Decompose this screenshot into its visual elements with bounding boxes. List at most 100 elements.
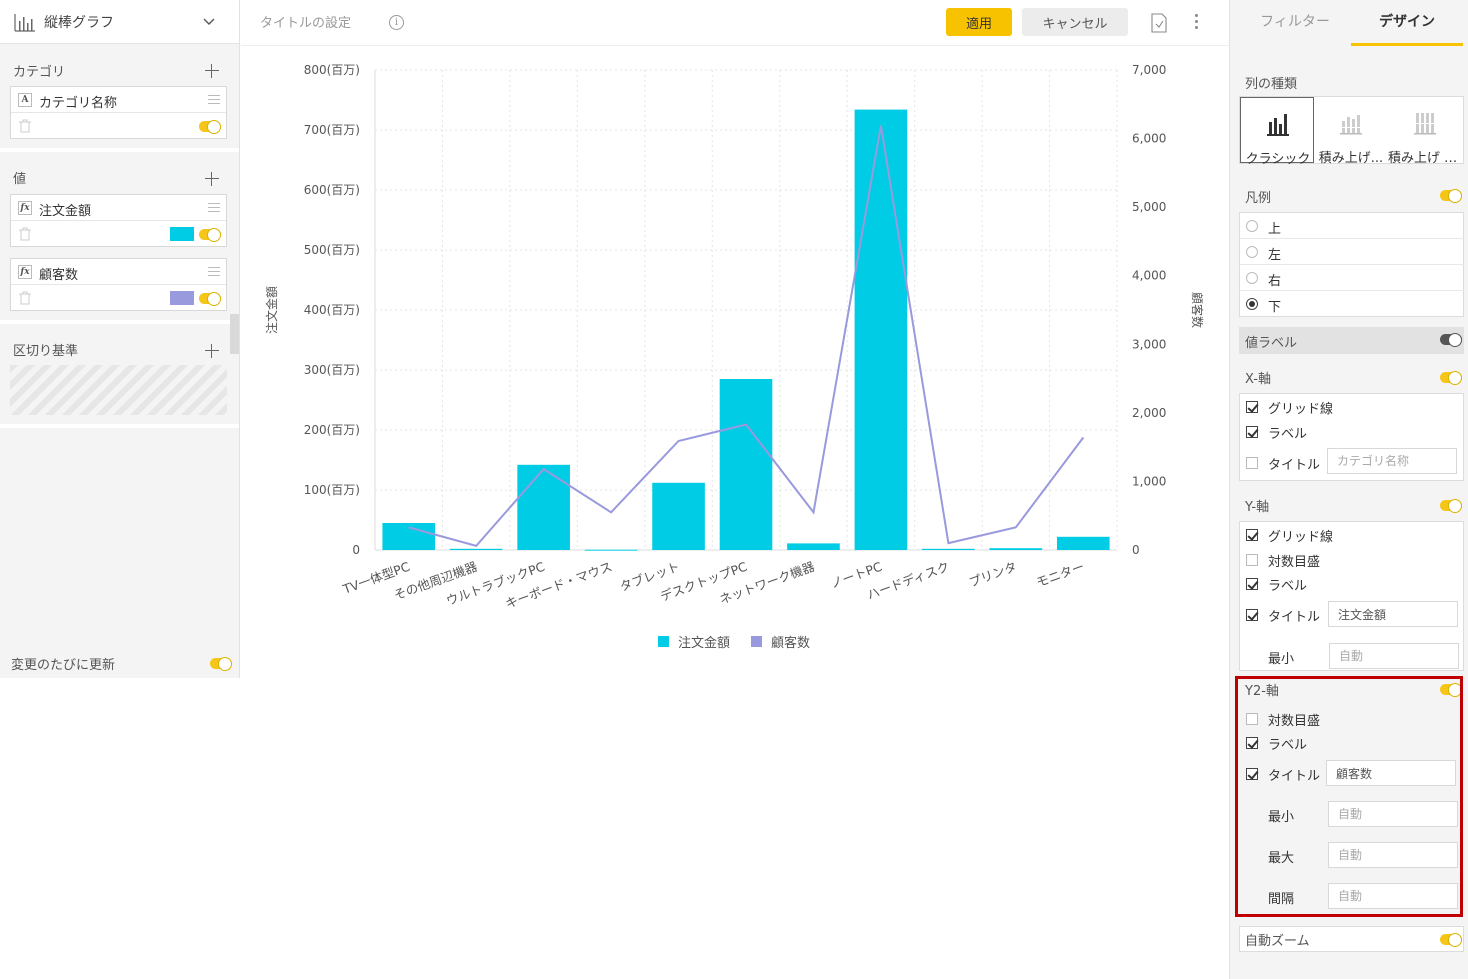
radio-icon (1246, 246, 1258, 258)
x-title-input[interactable] (1327, 448, 1457, 474)
tab-design[interactable]: デザイン (1351, 0, 1463, 46)
legend-label: 顧客数 (771, 635, 810, 651)
radio-icon (1246, 220, 1258, 232)
y-tick-label: 600(百万) (304, 183, 360, 197)
y2-log-label: 対数目盛 (1268, 714, 1321, 729)
y-tick-label: 700(百万) (304, 123, 360, 137)
value-field-customer-count[interactable]: fx 顧客数 (10, 258, 227, 311)
value-field-toggle[interactable] (199, 228, 221, 242)
y2-axis-toggle[interactable] (1440, 683, 1462, 697)
chart-area: タイトルの設定 i 適用 キャンセル 0 100(百万) 200(百万) 300(百万… (241, 0, 1229, 979)
bar (1056, 536, 1110, 550)
legend-option-right[interactable]: 右 (1239, 265, 1464, 291)
y-axis-toggle[interactable] (1440, 499, 1462, 513)
value-field-name: 顧客数 (39, 268, 79, 283)
category-field[interactable]: A カテゴリ名称 (10, 86, 227, 139)
series-color-swatch[interactable] (170, 291, 194, 305)
x-axis-label: X-軸 (1245, 372, 1271, 387)
formula-icon: fx (18, 265, 32, 279)
x-tick-label: プリンタ (967, 559, 1019, 590)
stacked-100-bar-icon (1414, 113, 1436, 135)
trash-icon[interactable] (19, 291, 31, 305)
y-tick-label: 400(百万) (304, 303, 360, 317)
stacked-bar-icon (1340, 115, 1362, 135)
legend-option-top[interactable]: 上 (1239, 213, 1464, 239)
drag-handle-icon[interactable] (208, 203, 220, 212)
series-type-classic[interactable]: クラシック (1240, 97, 1314, 167)
divider (0, 148, 239, 152)
left-panel-collapse-handle[interactable] (230, 314, 239, 354)
info-icon[interactable]: i (389, 15, 404, 30)
auto-zoom-toggle[interactable] (1440, 933, 1462, 947)
y2-labels-checkbox[interactable] (1246, 737, 1258, 749)
legend-option-bottom[interactable]: 下 (1239, 291, 1464, 317)
y-min-input[interactable] (1329, 643, 1459, 669)
y-title-checkbox[interactable] (1246, 609, 1258, 621)
x-labels-label: ラベル (1268, 427, 1308, 442)
breakdown-drop-zone[interactable] (10, 365, 227, 415)
apply-button[interactable]: 適用 (946, 8, 1012, 36)
y-log-checkbox[interactable] (1246, 554, 1258, 566)
auto-zoom-row (1239, 926, 1464, 952)
series-type-stacked-100[interactable]: 積み上げ 1... (1388, 97, 1462, 166)
drag-handle-icon[interactable] (208, 267, 220, 276)
bar (584, 549, 638, 551)
series-type-name: 積み上げ... (1318, 151, 1384, 166)
y2-labels-label: ラベル (1268, 738, 1308, 753)
drag-handle-icon[interactable] (208, 95, 220, 104)
export-icon[interactable] (1151, 13, 1167, 33)
y-labels-checkbox[interactable] (1246, 578, 1258, 590)
x-grid-checkbox[interactable] (1246, 401, 1258, 413)
divider (0, 320, 239, 324)
add-value-icon[interactable] (204, 171, 220, 187)
update-on-change-label: 変更のたびに更新 (11, 658, 116, 673)
more-options-icon[interactable] (1192, 14, 1200, 32)
x-axis-toggle[interactable] (1440, 371, 1462, 385)
legend-swatch (751, 636, 762, 647)
category-toggle[interactable] (199, 120, 221, 134)
y-title-input[interactable] (1328, 601, 1458, 627)
value-field-order-amount[interactable]: fx 注文金額 (10, 194, 227, 247)
y-grid-checkbox[interactable] (1246, 529, 1258, 541)
series-type-stacked[interactable]: 積み上げ... (1314, 97, 1388, 166)
y2-interval-input[interactable] (1328, 883, 1458, 909)
chevron-down-icon[interactable] (202, 15, 216, 29)
chart-type-selector[interactable]: 縦棒グラフ (0, 0, 239, 44)
series-type-name: クラシック (1245, 152, 1311, 167)
cancel-button[interactable]: キャンセル (1022, 8, 1128, 36)
y2-min-label: 最小 (1268, 810, 1295, 825)
trash-icon[interactable] (19, 227, 31, 241)
bar-chart-icon (14, 14, 35, 32)
x-title-checkbox[interactable] (1246, 457, 1258, 469)
y2-title-checkbox[interactable] (1246, 768, 1258, 780)
y2-tick-label: 4,000 (1132, 269, 1166, 283)
y2-title-input[interactable] (1326, 760, 1456, 786)
y2-tick-label: 0 (1132, 543, 1140, 557)
y2-max-input[interactable] (1328, 842, 1458, 868)
option-label: 上 (1268, 222, 1282, 237)
x-labels-checkbox[interactable] (1246, 426, 1258, 438)
x-tick-label: モニター (1034, 559, 1086, 590)
add-category-icon[interactable] (204, 63, 220, 79)
add-breakdown-icon[interactable] (204, 343, 220, 359)
column-chart: 0 100(百万) 200(百万) 300(百万) 400(百万) 500(百万) 600(… (264, 63, 1205, 651)
legend-option-left[interactable]: 左 (1239, 239, 1464, 265)
update-on-change-toggle[interactable] (210, 657, 232, 671)
data-panel: 縦棒グラフ カテゴリ A カテゴリ名称 値 fx 注文金額 (0, 0, 240, 678)
y2-log-checkbox[interactable] (1246, 713, 1258, 725)
series-color-swatch[interactable] (170, 227, 194, 241)
y-min-label: 最小 (1268, 652, 1295, 667)
x-grid-label: グリッド線 (1268, 402, 1334, 417)
y-labels-label: ラベル (1268, 579, 1308, 594)
value-field-toggle[interactable] (199, 292, 221, 306)
y-tick-label: 800(百万) (304, 63, 360, 77)
y2-min-input[interactable] (1328, 801, 1458, 827)
legend-toggle[interactable] (1440, 189, 1462, 203)
bar (989, 548, 1043, 550)
tab-filter[interactable]: フィルター (1260, 14, 1330, 30)
title-setting-input[interactable]: タイトルの設定 (260, 16, 352, 31)
trash-icon[interactable] (19, 119, 31, 133)
y2-axis-label: Y2-軸 (1245, 684, 1279, 699)
y2-axis-title: 顧客数 (1190, 292, 1205, 328)
value-label-toggle[interactable] (1440, 333, 1462, 347)
